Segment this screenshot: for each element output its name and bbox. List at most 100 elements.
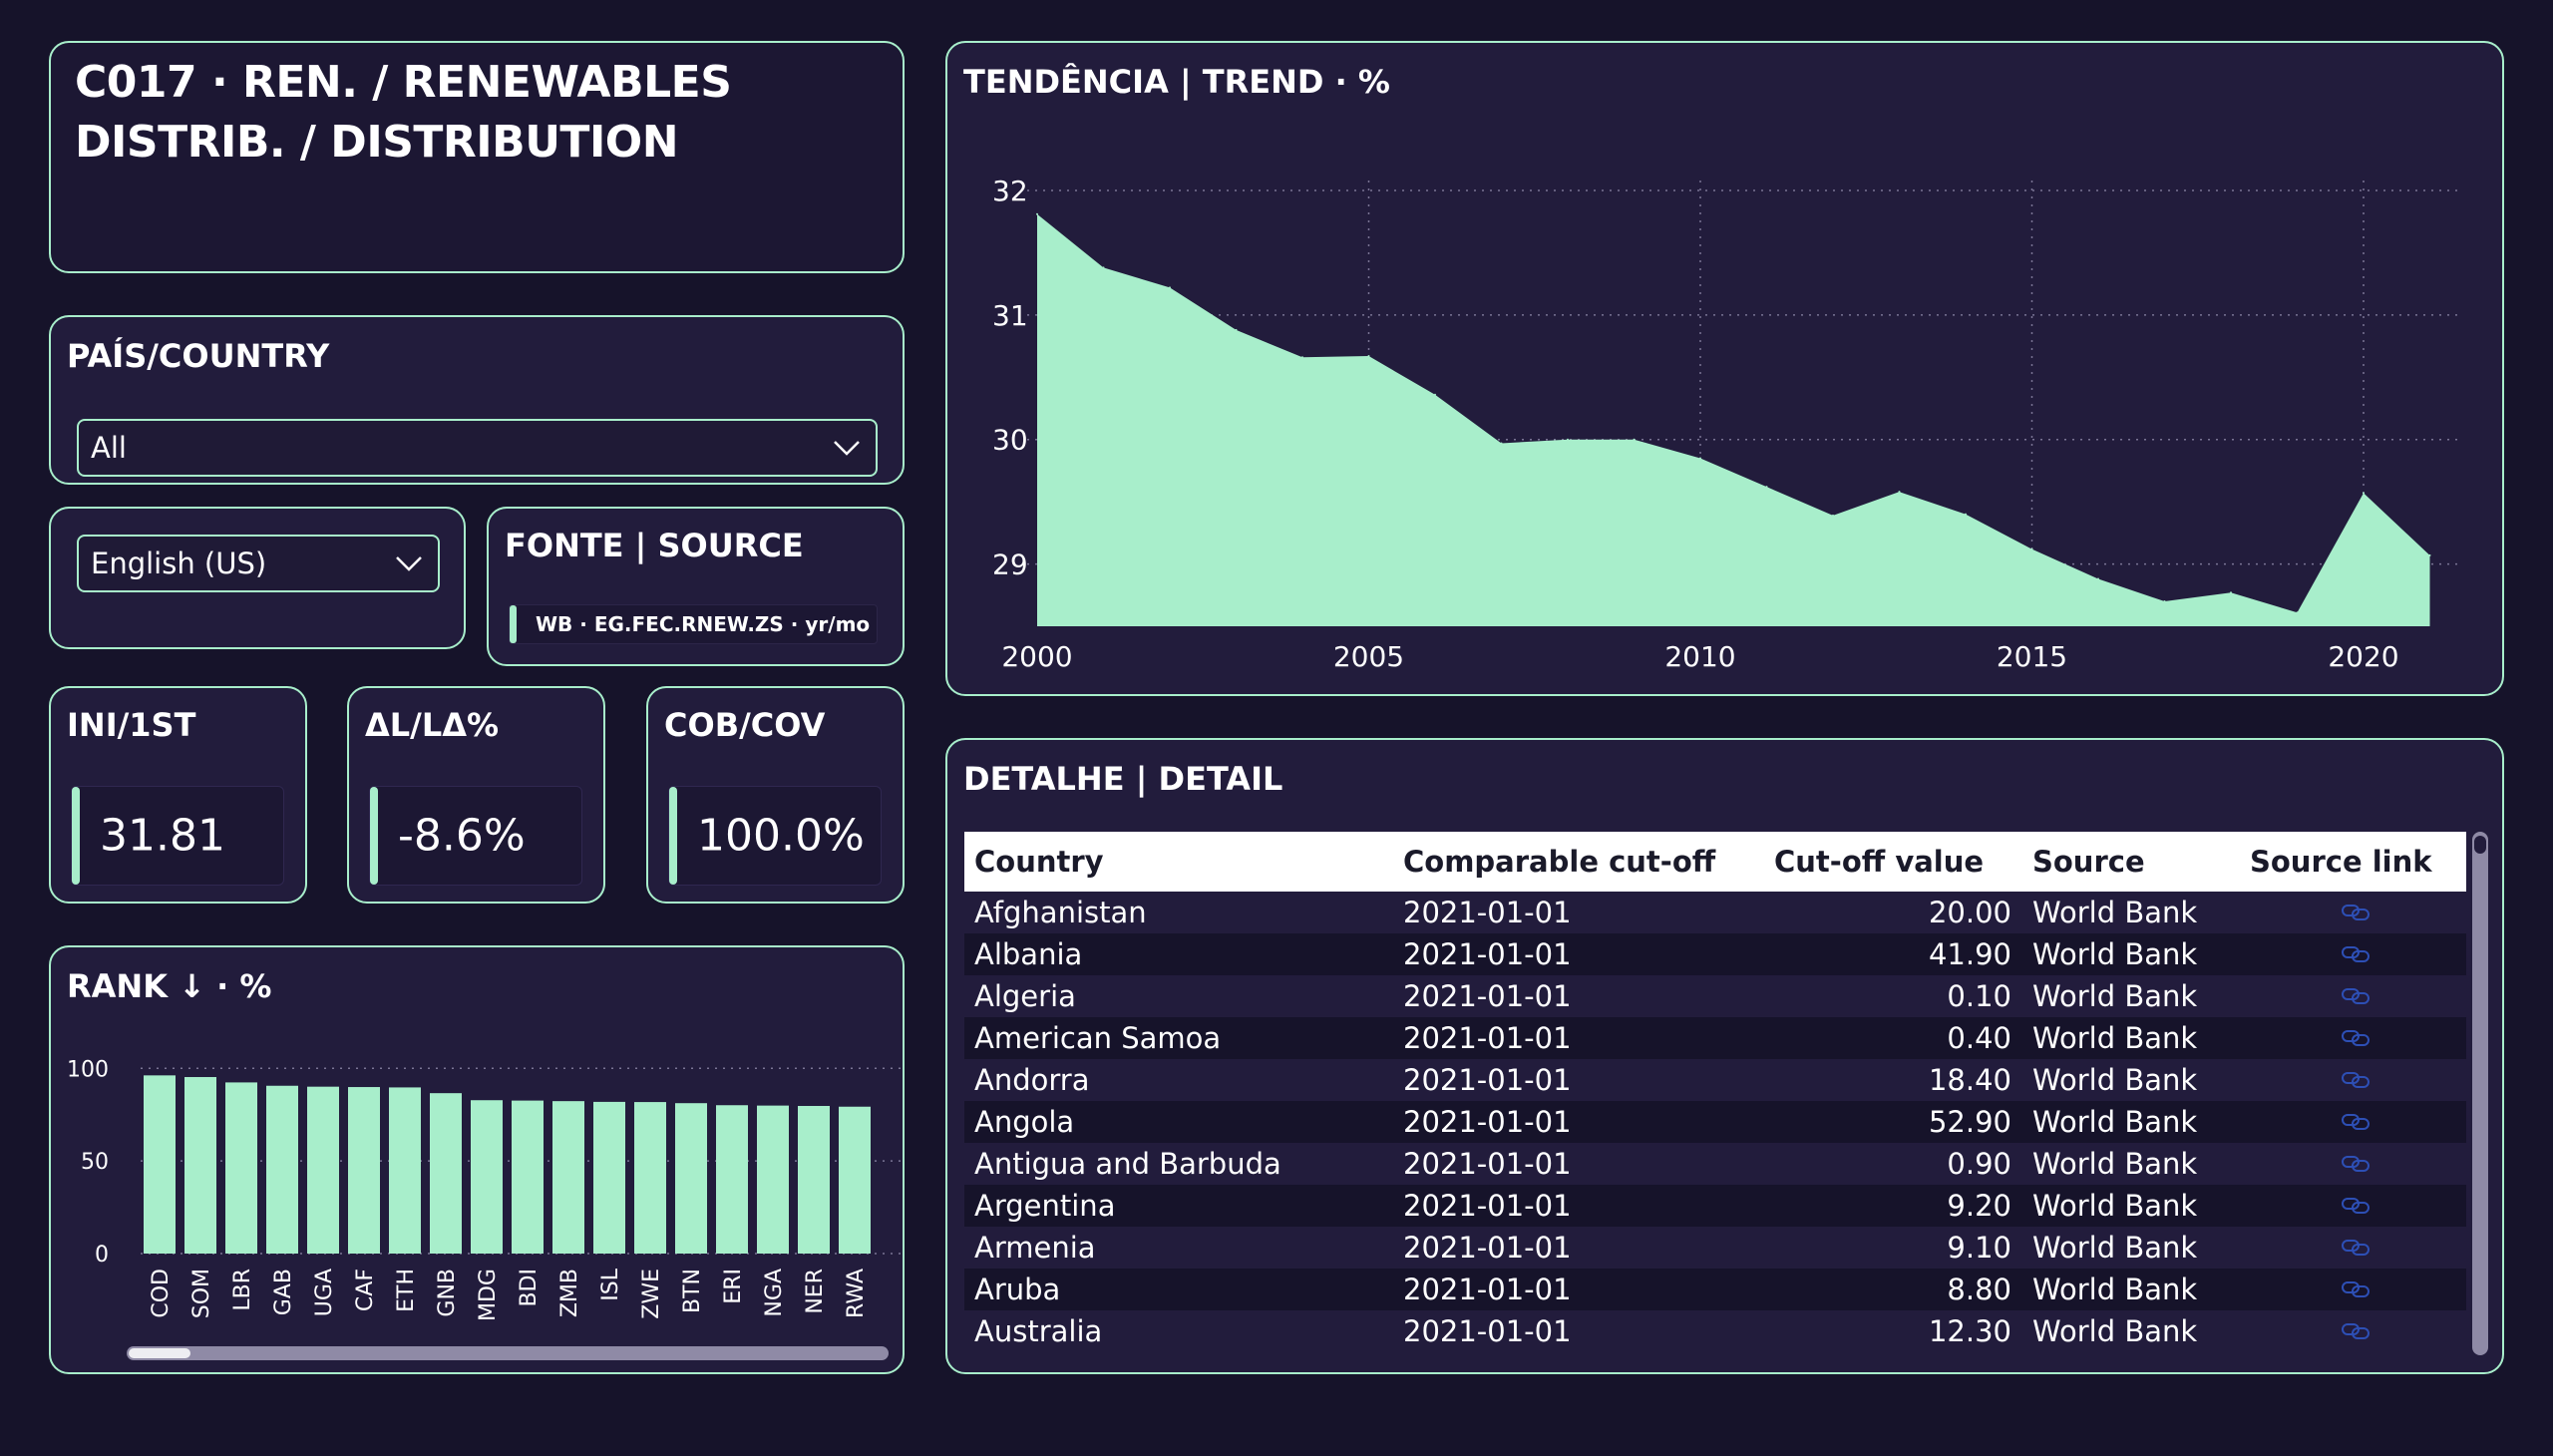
rank-bar[interactable] <box>552 1101 584 1254</box>
cell-cutoff: 2021-01-01 <box>1403 1314 1572 1348</box>
cell-cutoff: 2021-01-01 <box>1403 896 1572 929</box>
rank-bar[interactable] <box>348 1087 380 1254</box>
cell-country: Albania <box>974 937 1083 971</box>
table-row[interactable]: Angola 2021-01-01 52.90 World Bank <box>964 1101 2466 1143</box>
cell-cutoff: 2021-01-01 <box>1403 937 1572 971</box>
cell-source: World Bank <box>2032 979 2198 1013</box>
trend-point <box>1036 212 1038 215</box>
cell-source: World Bank <box>2032 1105 2198 1139</box>
link-icon[interactable] <box>2341 1154 2371 1174</box>
x-tick-label: UGA <box>312 1269 337 1316</box>
table-row[interactable]: Afghanistan 2021-01-01 20.00 World Bank <box>964 892 2466 933</box>
kpi-delta-title: ΔL/LΔ% <box>365 706 500 744</box>
link-icon[interactable] <box>2341 903 2371 922</box>
detail-scrollbar-thumb[interactable] <box>2474 836 2486 854</box>
link-icon[interactable] <box>2341 944 2371 964</box>
trend-point <box>1301 356 1303 359</box>
rank-bar[interactable] <box>675 1103 707 1254</box>
rank-bar[interactable] <box>430 1093 462 1254</box>
rank-horizontal-scrollbar[interactable] <box>127 1346 889 1360</box>
kpi-coverage-card: COB/COV 100.0% <box>646 686 905 904</box>
rank-bar[interactable] <box>593 1101 625 1254</box>
detail-vertical-scrollbar[interactable] <box>2472 832 2488 1355</box>
detail-card: DETALHE | DETAIL Country Comparable cut-… <box>945 738 2504 1374</box>
trend-area-chart: 29 30 31 32 2000 2005 2010 2015 2020 <box>992 175 2458 673</box>
table-row[interactable]: Argentina 2021-01-01 9.20 World Bank <box>964 1185 2466 1227</box>
kpi-delta-value: -8.6% <box>398 810 526 862</box>
table-row[interactable]: Australia 2021-01-01 12.30 World Bank <box>964 1310 2466 1352</box>
trend-point <box>2097 577 2099 580</box>
rank-bar[interactable] <box>798 1105 830 1254</box>
rank-bar[interactable] <box>757 1105 789 1254</box>
link-icon[interactable] <box>2341 1321 2371 1341</box>
cell-value: 8.80 <box>1947 1273 2011 1306</box>
cell-value: 0.10 <box>1947 979 2011 1013</box>
trend-point <box>2030 547 2033 550</box>
link-icon[interactable] <box>2341 986 2371 1006</box>
cell-cutoff: 2021-01-01 <box>1403 1147 1572 1181</box>
y-tick-label: 0 <box>95 1243 109 1268</box>
rank-bar[interactable] <box>634 1102 666 1254</box>
x-tick-label: RWA <box>844 1269 869 1318</box>
link-icon[interactable] <box>2341 1028 2371 1048</box>
rank-bar[interactable] <box>471 1100 503 1254</box>
source-tag-accent <box>510 605 517 643</box>
cell-source: World Bank <box>2032 896 2198 929</box>
table-row[interactable]: Andorra 2021-01-01 18.40 World Bank <box>964 1059 2466 1101</box>
cell-cutoff: 2021-01-01 <box>1403 1021 1572 1055</box>
x-tick-label: SOM <box>189 1269 214 1318</box>
link-icon[interactable] <box>2341 1238 2371 1258</box>
column-header-value[interactable]: Cut-off value <box>1774 845 1985 879</box>
rank-bar[interactable] <box>716 1105 748 1254</box>
cell-country: Andorra <box>974 1063 1090 1097</box>
table-row[interactable]: American Samoa 2021-01-01 0.40 World Bank <box>964 1017 2466 1059</box>
rank-bar[interactable] <box>184 1077 216 1254</box>
detail-table: Country Comparable cut-off Cut-off value… <box>964 832 2466 1356</box>
rank-scrollbar-thumb[interactable] <box>129 1348 190 1358</box>
rank-bar[interactable] <box>307 1086 339 1254</box>
trend-point <box>1898 491 1901 494</box>
trend-point <box>1169 286 1171 289</box>
country-slicer: PAÍS/COUNTRY All <box>49 315 905 485</box>
kpi-accent-bar <box>72 787 80 885</box>
column-header-source[interactable]: Source <box>2032 845 2145 879</box>
cell-source: World Bank <box>2032 1063 2198 1097</box>
country-dropdown[interactable]: All <box>77 419 878 477</box>
x-tick-label: ETH <box>394 1269 419 1312</box>
cell-country: Afghanistan <box>974 896 1147 929</box>
x-tick-label: ZWE <box>639 1269 664 1319</box>
x-tick-label: BTN <box>680 1269 705 1313</box>
x-tick-label: ERI <box>721 1269 746 1304</box>
kpi-accent-bar <box>669 787 677 885</box>
source-card: FONTE | SOURCE WB · EG.FEC.RNEW.ZS · yr/… <box>487 507 905 666</box>
link-icon[interactable] <box>2341 1112 2371 1132</box>
trend-point <box>2363 492 2365 495</box>
table-row[interactable]: Aruba 2021-01-01 8.80 World Bank <box>964 1269 2466 1310</box>
link-icon[interactable] <box>2341 1196 2371 1216</box>
table-row[interactable]: Armenia 2021-01-01 9.10 World Bank <box>964 1227 2466 1269</box>
rank-bar[interactable] <box>839 1106 871 1254</box>
table-row[interactable]: Algeria 2021-01-01 0.10 World Bank <box>964 975 2466 1017</box>
rank-bar[interactable] <box>144 1075 176 1254</box>
cell-value: 12.30 <box>1928 1314 2011 1348</box>
page-title: C017 · REN. / RENEWABLES <box>75 57 732 108</box>
link-icon[interactable] <box>2341 1070 2371 1090</box>
rank-bar[interactable] <box>225 1082 257 1254</box>
language-dropdown[interactable]: English (US) <box>77 535 440 592</box>
cell-value: 9.10 <box>1947 1231 2011 1265</box>
rank-bar[interactable] <box>389 1087 421 1254</box>
rank-bar[interactable] <box>266 1085 298 1254</box>
link-icon[interactable] <box>2341 1279 2371 1299</box>
column-header-source-link[interactable]: Source link <box>2250 845 2432 879</box>
x-tick-label: ISL <box>598 1268 623 1300</box>
column-header-country[interactable]: Country <box>974 845 1104 879</box>
rank-bar[interactable] <box>512 1100 544 1254</box>
country-slicer-title: PAÍS/COUNTRY <box>67 337 330 375</box>
table-row[interactable]: Albania 2021-01-01 41.90 World Bank <box>964 933 2466 975</box>
column-header-cutoff[interactable]: Comparable cut-off <box>1403 845 1716 879</box>
cell-country: Antigua and Barbuda <box>974 1147 1281 1181</box>
cell-source: World Bank <box>2032 1147 2198 1181</box>
table-row[interactable]: Antigua and Barbuda 2021-01-01 0.90 World B… <box>964 1143 2466 1185</box>
x-tick-label: NER <box>803 1269 828 1314</box>
cell-value: 52.90 <box>1928 1105 2011 1139</box>
